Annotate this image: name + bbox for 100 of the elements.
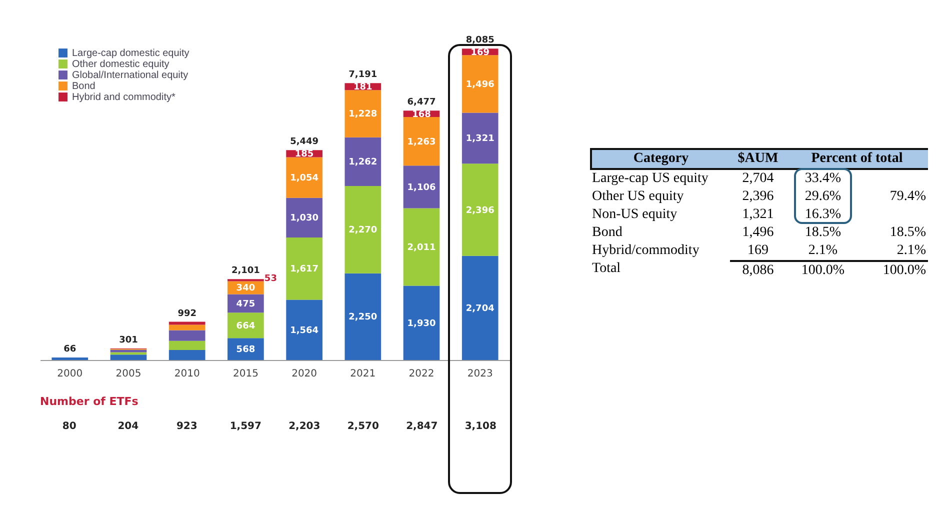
total-label: 8,085 — [466, 36, 494, 46]
data-label: 2,270 — [348, 226, 378, 236]
bar — [462, 164, 498, 256]
text: Number of ETFs — [40, 395, 139, 408]
bar — [168, 324, 206, 330]
text: 169 — [746, 242, 770, 260]
text: Large-cap US equity — [591, 170, 710, 188]
data-label: 2,704 — [466, 304, 494, 314]
text: 204 — [118, 421, 139, 432]
bar — [403, 166, 440, 208]
bar — [286, 300, 322, 360]
total-label: 992 — [178, 308, 196, 319]
bar — [168, 350, 206, 360]
bar — [462, 55, 498, 113]
bar — [462, 112, 498, 164]
bar — [228, 312, 264, 338]
text: Hybrid/commodity — [591, 242, 700, 260]
total-label: 301 — [119, 335, 138, 346]
text: 2.1% — [807, 242, 839, 260]
text: 1,597 — [230, 421, 262, 432]
text: 3,108 — [464, 421, 496, 432]
text: 80 — [62, 421, 76, 432]
text: 2,203 — [288, 421, 320, 432]
bar — [286, 157, 322, 198]
total-label: 66 — [64, 344, 76, 354]
text: 100.0% — [860, 260, 928, 280]
x-tick-label: 2022 — [408, 368, 434, 380]
bar — [168, 340, 206, 350]
data-label: 1,106 — [407, 182, 436, 193]
text: 18.5% — [804, 224, 842, 242]
data-label: 1,262 — [348, 158, 378, 168]
text: 16.3% — [804, 206, 842, 224]
text: 2.1% — [896, 242, 927, 260]
legend-label: Bond — [72, 81, 96, 92]
text: 2,396 — [741, 188, 775, 206]
text: $AUM — [730, 148, 786, 170]
bar — [110, 350, 147, 352]
text: 2,570 — [347, 421, 379, 432]
text: Percent of total — [786, 148, 928, 170]
bar — [110, 354, 147, 360]
data-label: 1,228 — [348, 110, 378, 120]
data-label: 168 — [412, 110, 431, 120]
data-label: 2,396 — [466, 206, 494, 216]
bar — [344, 90, 382, 138]
text: Other US equity — [591, 188, 685, 206]
legend-label: Large-cap domestic equity — [72, 48, 190, 59]
data-label: 169 — [470, 48, 490, 58]
bar — [344, 137, 382, 186]
text: 33.4% — [804, 170, 842, 188]
text: 79.4% — [888, 188, 927, 206]
text: Category — [590, 148, 730, 170]
data-label: 1,030 — [290, 214, 319, 224]
bar — [168, 322, 206, 325]
x-tick-label: 2023 — [467, 368, 493, 380]
data-label: 1,263 — [407, 137, 436, 148]
text: 923 — [176, 421, 198, 432]
legend-label: Global/International equity — [72, 70, 188, 81]
bar — [168, 330, 206, 341]
bar — [403, 208, 440, 286]
data-label: 181 — [354, 82, 372, 93]
x-tick-label: 2015 — [232, 368, 258, 380]
text: Non-US equity — [591, 206, 678, 224]
x-tick-label: 2021 — [350, 368, 376, 380]
total-label: 5,449 — [290, 137, 319, 148]
data-label: 1,496 — [466, 80, 494, 90]
x-tick-label: 2005 — [116, 368, 142, 380]
bar — [344, 186, 382, 274]
data-label: 185 — [294, 150, 314, 160]
bar — [344, 273, 382, 360]
x-tick-label: 2000 — [57, 368, 83, 380]
bar — [286, 238, 322, 300]
data-label: 2,011 — [407, 242, 436, 253]
text: Bond — [591, 224, 624, 242]
data-label: 1,564 — [290, 326, 319, 336]
text: 18.5% — [888, 224, 927, 242]
text: 1,321 — [741, 206, 775, 224]
text: 8,086 — [730, 260, 786, 280]
data-label: 568 — [236, 345, 256, 356]
text: 2,704 — [741, 170, 775, 188]
data-label: 664 — [236, 321, 256, 332]
x-tick-label: 2010 — [174, 368, 200, 380]
data-label: 1,930 — [407, 318, 436, 329]
data-label: 1,617 — [290, 264, 319, 275]
text: 2,847 — [406, 421, 438, 432]
bar — [403, 286, 440, 360]
bar — [52, 357, 88, 360]
bar — [462, 256, 498, 360]
x-tick-label: 2020 — [292, 368, 318, 380]
data-label: 1,321 — [466, 134, 494, 144]
bar — [403, 117, 440, 166]
legend-label: Hybrid and commodity* — [72, 92, 176, 103]
data-label: 475 — [236, 299, 256, 310]
data-label: 53 — [264, 274, 277, 284]
text: 1,496 — [741, 224, 775, 242]
total-label: 7,191 — [348, 70, 378, 80]
text: 29.6% — [804, 188, 842, 206]
total-label: 2,101 — [231, 266, 260, 276]
text: Total — [591, 260, 622, 278]
data-label: 2,250 — [348, 312, 378, 323]
bar — [286, 198, 322, 238]
